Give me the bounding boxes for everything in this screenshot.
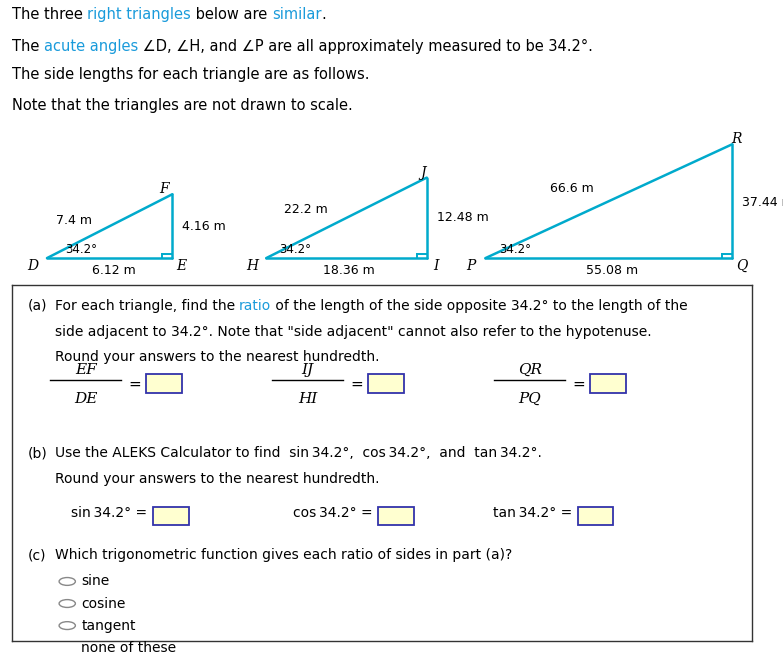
- Text: Q: Q: [736, 259, 747, 273]
- Text: =: =: [128, 377, 142, 392]
- Text: 6.12 m: 6.12 m: [92, 264, 135, 278]
- Text: 4.16 m: 4.16 m: [182, 219, 226, 232]
- Text: right triangles: right triangles: [87, 7, 191, 22]
- Text: 18.36 m: 18.36 m: [323, 264, 374, 278]
- Text: Round your answers to the nearest hundredth.: Round your answers to the nearest hundre…: [55, 472, 379, 486]
- Text: P: P: [467, 259, 476, 273]
- Text: none of these: none of these: [81, 641, 176, 653]
- Text: cos 34.2° =: cos 34.2° =: [293, 505, 373, 520]
- Text: F: F: [160, 182, 169, 197]
- Text: =: =: [351, 377, 363, 392]
- Text: 34.2°: 34.2°: [65, 243, 97, 256]
- FancyBboxPatch shape: [590, 374, 626, 393]
- Text: side adjacent to 34.2°. Note that "side adjacent" cannot also refer to the hypot: side adjacent to 34.2°. Note that "side …: [55, 325, 651, 338]
- Text: 34.2°: 34.2°: [500, 243, 532, 256]
- Text: 7.4 m: 7.4 m: [56, 214, 92, 227]
- Text: (a): (a): [28, 299, 48, 313]
- Text: QR: QR: [518, 363, 542, 377]
- Text: The side lengths for each triangle are as follows.: The side lengths for each triangle are a…: [12, 67, 370, 82]
- Text: below are: below are: [191, 7, 272, 22]
- FancyBboxPatch shape: [378, 507, 414, 525]
- Text: R: R: [731, 133, 742, 146]
- Text: 12.48 m: 12.48 m: [437, 212, 489, 225]
- Text: E: E: [177, 259, 186, 273]
- FancyBboxPatch shape: [146, 374, 182, 393]
- Text: (c): (c): [28, 549, 46, 562]
- Text: Note that the triangles are not drawn to scale.: Note that the triangles are not drawn to…: [12, 98, 352, 113]
- Text: PQ: PQ: [518, 392, 541, 406]
- Text: acute angles: acute angles: [44, 39, 138, 54]
- Text: sin 34.2° =: sin 34.2° =: [71, 505, 147, 520]
- Text: (b): (b): [28, 446, 48, 460]
- Text: 55.08 m: 55.08 m: [586, 264, 638, 278]
- FancyBboxPatch shape: [578, 507, 613, 525]
- Text: D: D: [27, 259, 38, 273]
- FancyBboxPatch shape: [368, 374, 404, 393]
- Text: =: =: [572, 377, 586, 392]
- Text: .: .: [321, 7, 327, 22]
- Text: 66.6 m: 66.6 m: [550, 182, 594, 195]
- Text: sine: sine: [81, 575, 110, 588]
- Text: tangent: tangent: [81, 618, 135, 633]
- Text: DE: DE: [74, 392, 97, 406]
- Text: IJ: IJ: [301, 363, 314, 377]
- Text: tan 34.2° =: tan 34.2° =: [493, 505, 572, 520]
- Text: of the length of the side opposite 34.2° to the length of the: of the length of the side opposite 34.2°…: [272, 299, 688, 313]
- Text: HI: HI: [298, 392, 317, 406]
- Text: ratio: ratio: [239, 299, 272, 313]
- Text: J: J: [420, 166, 426, 180]
- Text: Which trigonometric function gives each ratio of sides in part (a)?: Which trigonometric function gives each …: [55, 549, 512, 562]
- Text: cosine: cosine: [81, 597, 126, 611]
- Text: Use the ALEKS Calculator to find  sin 34.2°,  cos 34.2°,  and  tan 34.2°.: Use the ALEKS Calculator to find sin 34.…: [55, 446, 542, 460]
- Text: 22.2 m: 22.2 m: [283, 203, 327, 216]
- Text: H: H: [246, 259, 258, 273]
- Text: 37.44 m: 37.44 m: [742, 196, 783, 209]
- Text: similar: similar: [272, 7, 321, 22]
- FancyBboxPatch shape: [153, 507, 189, 525]
- Text: The three: The three: [12, 7, 87, 22]
- Text: The: The: [12, 39, 44, 54]
- Text: For each triangle, find the: For each triangle, find the: [55, 299, 239, 313]
- Text: I: I: [433, 259, 439, 273]
- Text: Round your answers to the nearest hundredth.: Round your answers to the nearest hundre…: [55, 350, 379, 364]
- Text: EF: EF: [75, 363, 96, 377]
- Text: ∠D, ∠H, and ∠P are all approximately measured to be 34.2°.: ∠D, ∠H, and ∠P are all approximately mea…: [138, 39, 593, 54]
- Text: 34.2°: 34.2°: [279, 243, 311, 256]
